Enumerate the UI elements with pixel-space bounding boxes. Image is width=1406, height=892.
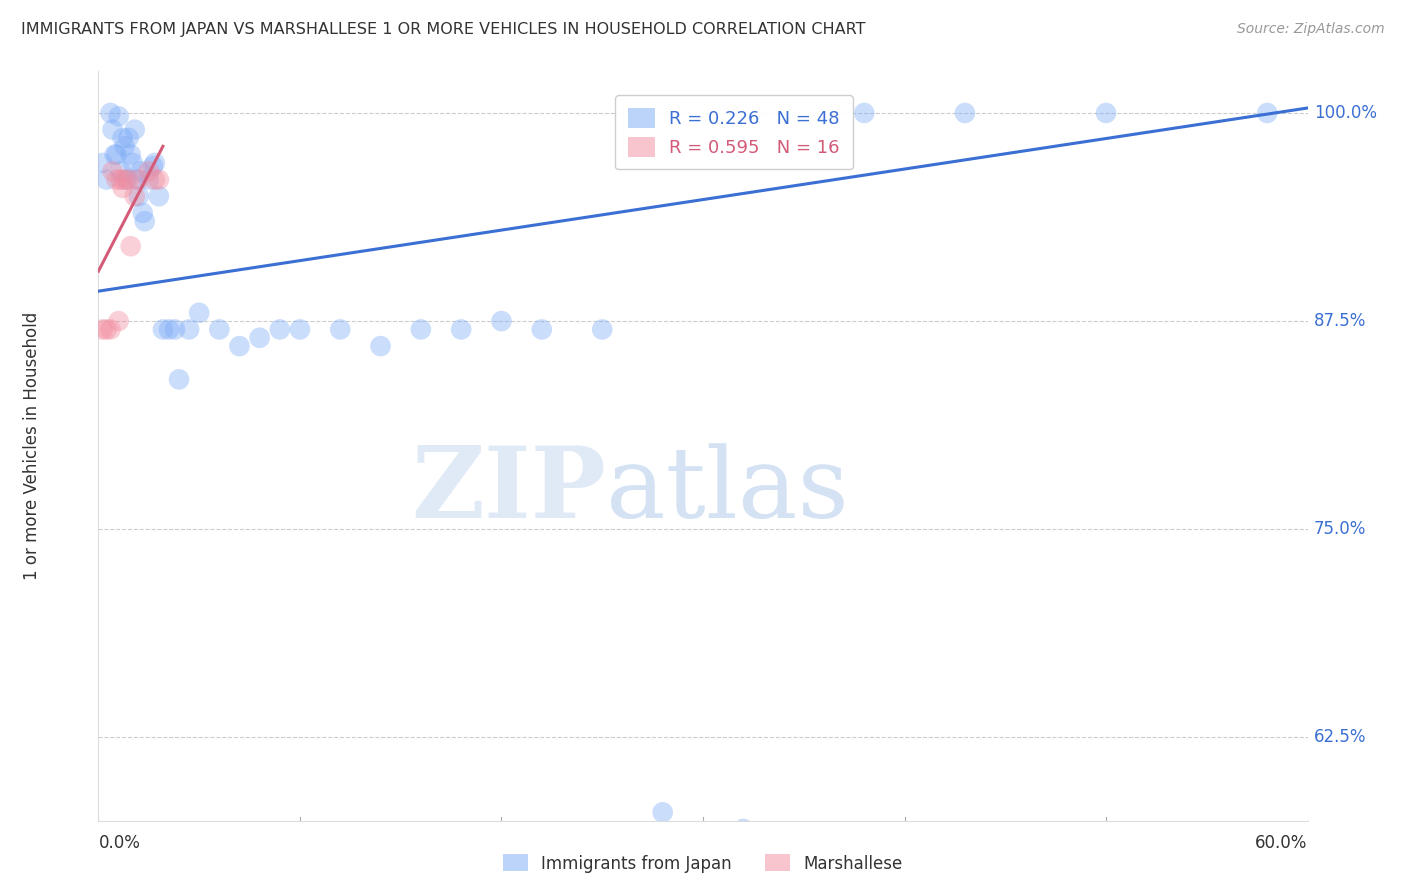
Point bbox=[450, 322, 472, 336]
Point bbox=[152, 322, 174, 336]
Text: 60.0%: 60.0% bbox=[1256, 834, 1308, 852]
Point bbox=[249, 331, 271, 345]
Point bbox=[124, 189, 146, 203]
Point bbox=[100, 322, 122, 336]
Point bbox=[114, 172, 136, 186]
Point bbox=[107, 109, 129, 123]
Point bbox=[148, 189, 170, 203]
Text: 100.0%: 100.0% bbox=[1313, 104, 1376, 122]
Point bbox=[118, 131, 141, 145]
Point bbox=[163, 322, 186, 336]
Legend: Immigrants from Japan, Marshallese: Immigrants from Japan, Marshallese bbox=[496, 847, 910, 880]
Point bbox=[138, 172, 160, 186]
Point bbox=[1256, 106, 1278, 120]
Point bbox=[142, 159, 165, 173]
Point bbox=[733, 822, 755, 836]
Point bbox=[143, 172, 166, 186]
Point bbox=[101, 122, 124, 136]
Point bbox=[121, 156, 143, 170]
Point bbox=[114, 139, 136, 153]
Point bbox=[953, 106, 976, 120]
Point bbox=[110, 164, 132, 178]
Point bbox=[853, 106, 876, 120]
Point bbox=[157, 322, 180, 336]
Point bbox=[148, 172, 170, 186]
Text: 75.0%: 75.0% bbox=[1313, 520, 1367, 538]
Point bbox=[138, 164, 160, 178]
Point bbox=[228, 339, 250, 353]
Point bbox=[134, 214, 156, 228]
Point bbox=[91, 322, 114, 336]
Point bbox=[128, 172, 150, 186]
Point bbox=[370, 339, 392, 353]
Point bbox=[120, 147, 142, 161]
Point bbox=[530, 322, 553, 336]
Point bbox=[128, 189, 150, 203]
Text: 0.0%: 0.0% bbox=[98, 834, 141, 852]
Point bbox=[103, 147, 125, 161]
Text: ZIP: ZIP bbox=[412, 442, 606, 540]
Point bbox=[651, 805, 673, 820]
Point bbox=[111, 131, 134, 145]
Point bbox=[591, 322, 613, 336]
Point bbox=[1095, 106, 1118, 120]
Point bbox=[91, 156, 114, 170]
Point bbox=[107, 314, 129, 328]
Text: 1 or more Vehicles in Household: 1 or more Vehicles in Household bbox=[22, 312, 41, 580]
Point bbox=[143, 156, 166, 170]
Text: IMMIGRANTS FROM JAPAN VS MARSHALLESE 1 OR MORE VEHICLES IN HOUSEHOLD CORRELATION: IMMIGRANTS FROM JAPAN VS MARSHALLESE 1 O… bbox=[21, 22, 866, 37]
Point bbox=[179, 322, 201, 336]
Point bbox=[105, 172, 128, 186]
Text: Source: ZipAtlas.com: Source: ZipAtlas.com bbox=[1237, 22, 1385, 37]
Point bbox=[96, 322, 118, 336]
Point bbox=[129, 164, 152, 178]
Point bbox=[100, 106, 122, 120]
Point bbox=[111, 181, 134, 195]
Point bbox=[409, 322, 432, 336]
Point bbox=[491, 314, 513, 328]
Point bbox=[124, 122, 146, 136]
Point bbox=[167, 372, 190, 386]
Point bbox=[118, 172, 141, 186]
Point bbox=[188, 306, 211, 320]
Point bbox=[96, 172, 118, 186]
Text: 62.5%: 62.5% bbox=[1313, 729, 1367, 747]
Legend: R = 0.226   N = 48, R = 0.595   N = 16: R = 0.226 N = 48, R = 0.595 N = 16 bbox=[616, 95, 852, 169]
Point bbox=[115, 172, 138, 186]
Text: 87.5%: 87.5% bbox=[1313, 312, 1367, 330]
Point bbox=[269, 322, 291, 336]
Point bbox=[132, 206, 155, 220]
Point bbox=[101, 164, 124, 178]
Text: atlas: atlas bbox=[606, 443, 849, 539]
Point bbox=[329, 322, 352, 336]
Point bbox=[208, 322, 231, 336]
Point bbox=[105, 147, 128, 161]
Point bbox=[120, 239, 142, 253]
Point bbox=[288, 322, 311, 336]
Point bbox=[125, 172, 148, 186]
Point bbox=[110, 172, 132, 186]
